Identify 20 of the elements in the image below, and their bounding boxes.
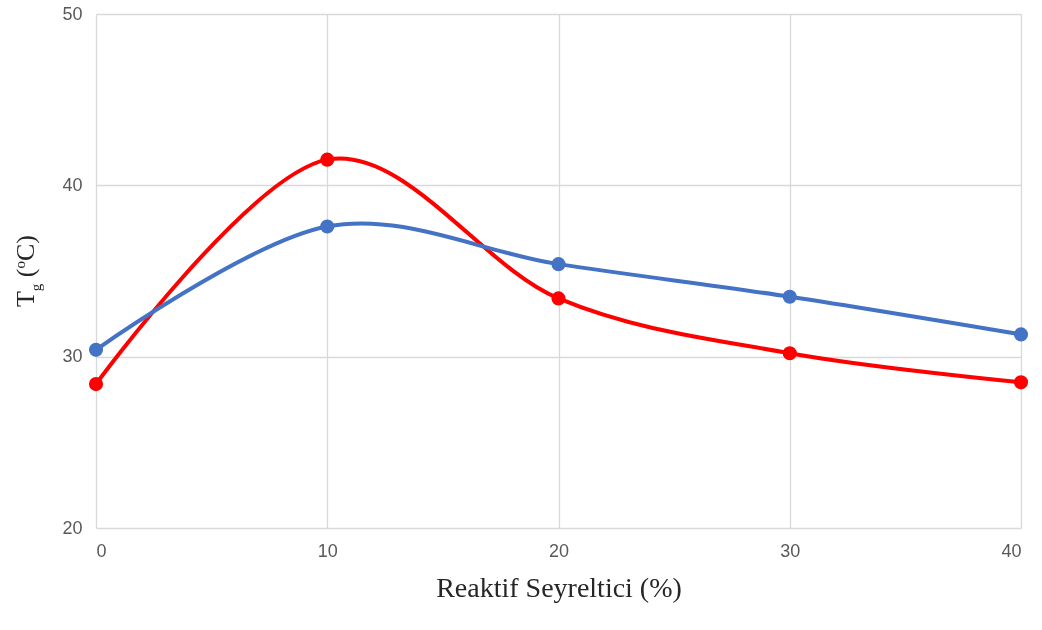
point xyxy=(320,219,335,234)
point xyxy=(88,342,104,357)
point xyxy=(782,289,797,304)
y-tick-label: 40 xyxy=(62,174,83,195)
point xyxy=(782,346,797,361)
point xyxy=(551,257,566,272)
point xyxy=(88,377,104,392)
point xyxy=(1013,327,1029,342)
x-tick-label: 0 xyxy=(96,540,107,561)
y-tick-label: 30 xyxy=(62,346,83,367)
x-tick-label: 30 xyxy=(780,540,801,561)
x-tick-label: 20 xyxy=(548,540,570,561)
point xyxy=(320,152,335,167)
y-tick-label: 20 xyxy=(62,517,83,538)
point xyxy=(1013,375,1029,390)
y-tick-label: 50 xyxy=(62,3,83,24)
x-axis-title: Reaktif Seyreltici (%) xyxy=(436,571,682,603)
x-tick-label: 40 xyxy=(1001,540,1022,561)
point xyxy=(551,291,566,306)
x-tick-label: 10 xyxy=(317,540,338,561)
